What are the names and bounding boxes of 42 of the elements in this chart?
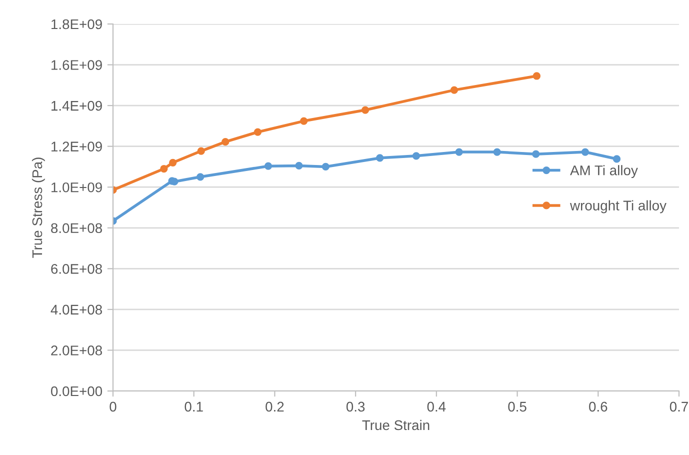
legend-label: wrought Ti alloy	[570, 200, 666, 214]
point	[532, 72, 541, 80]
x-tick-label: 0.7	[670, 402, 688, 412]
x-tick-label: 0.5	[508, 402, 526, 412]
x-tick-label: 0.6	[589, 402, 608, 412]
point	[412, 152, 420, 160]
point	[264, 162, 272, 170]
point	[493, 148, 501, 156]
point	[295, 162, 303, 170]
x-tick-label: 0.4	[427, 402, 446, 412]
point	[612, 155, 621, 163]
y-tick-label: 1.8E+09	[52, 19, 102, 30]
point	[361, 106, 370, 114]
y-axis-title: True Stress (Pa)	[32, 158, 45, 258]
point	[300, 117, 308, 125]
x-tick-label: 0.2	[266, 402, 284, 412]
x-axis-title: True Strain	[362, 420, 430, 430]
point	[532, 150, 540, 158]
legend-label: AM Ti alloy	[570, 165, 638, 178]
y-tick-label: 1.4E+09	[52, 100, 102, 111]
x-tick-label: 0.1	[184, 402, 203, 412]
point	[196, 173, 204, 181]
point	[197, 147, 205, 155]
point	[455, 148, 463, 156]
point	[581, 148, 590, 156]
y-tick-label: 2.0E+08	[51, 346, 102, 356]
y-tick-label: 1.6E+09	[52, 60, 102, 70]
point	[169, 158, 177, 166]
x-tick-label: 0.3	[346, 402, 365, 412]
point	[376, 154, 384, 162]
y-tick-label: 6.0E+08	[51, 264, 102, 274]
point	[322, 162, 330, 171]
point	[222, 138, 230, 146]
y-tick-label: 4.0E+08	[50, 304, 102, 315]
point	[254, 128, 262, 136]
x-tick-label: 0	[110, 402, 116, 412]
point	[450, 86, 458, 94]
y-tick-label: 1.0E+09	[52, 182, 102, 192]
point	[160, 164, 168, 173]
y-tick-label: 0.0E+00	[50, 386, 102, 396]
y-tick-label: 1.2E+09	[52, 142, 102, 152]
y-tick-label: 8.0E+08	[51, 223, 102, 234]
